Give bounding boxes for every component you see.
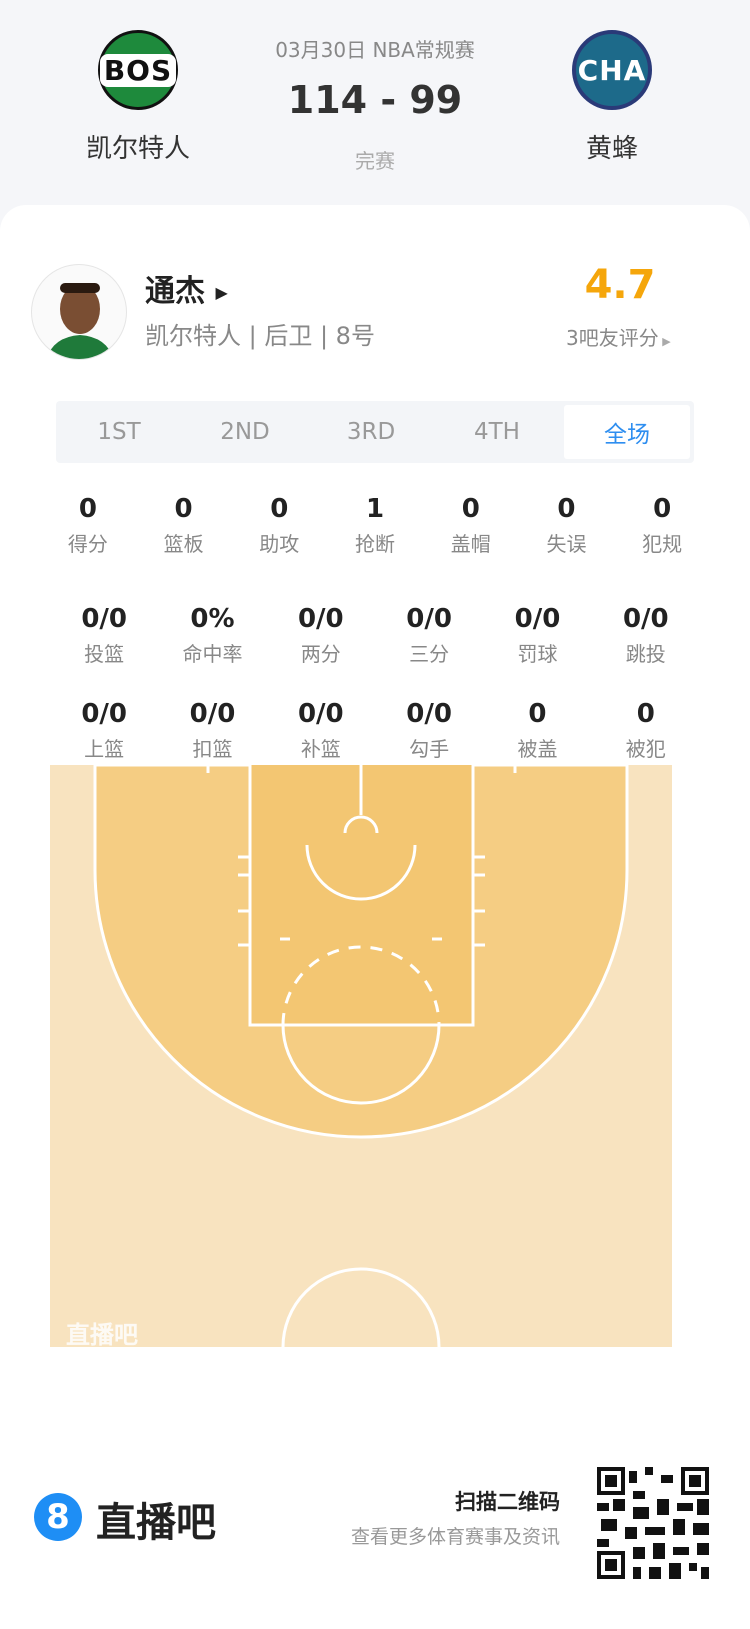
stat-value: 0/0	[406, 604, 452, 634]
caret-right-icon: ▶	[658, 335, 671, 348]
stat-steals: 1 抢断	[327, 494, 423, 557]
tab-3rd[interactable]: 3RD	[346, 419, 396, 445]
stat-rebounds: 0 篮板	[136, 494, 232, 557]
stat-value: 0/0	[189, 699, 236, 729]
stat-label: 抢断	[355, 532, 396, 556]
tab-2nd[interactable]: 2ND	[220, 419, 270, 445]
stat-value: 0/0	[81, 604, 127, 634]
stat-fouls: 0 犯规	[614, 494, 710, 557]
stat-value: 0/0	[514, 604, 561, 634]
stat-label: 命中率	[182, 642, 243, 666]
stat-ft: 0/0 罚球	[487, 604, 587, 667]
tab-full-game[interactable]: 全场	[564, 405, 690, 459]
stat-label: 被犯	[625, 737, 666, 761]
player-name: 通杰	[145, 274, 205, 309]
shot-chart-court	[50, 765, 672, 1347]
scan-qr-label: 扫描二维码	[455, 1490, 560, 1514]
stat-label: 扣篮	[192, 737, 233, 761]
stat-value: 0	[174, 494, 193, 524]
footer-subtitle: 查看更多体育赛事及资讯	[350, 1526, 560, 1548]
stat-blocks: 0 盖帽	[423, 494, 519, 557]
stat-label: 三分	[409, 642, 450, 666]
stat-value: 0/0	[297, 699, 344, 729]
stat-label: 失误	[546, 532, 587, 556]
stat-value: 0	[270, 494, 289, 524]
stat-label: 投篮	[84, 642, 125, 666]
stat-layup: 0/0 上篮	[54, 699, 154, 762]
rating-label: 3吧友评分	[566, 326, 659, 350]
caret-right-icon: ▶	[215, 283, 228, 302]
stat-value: 0	[636, 699, 655, 729]
stat-hook: 0/0 勾手	[379, 699, 479, 762]
stat-label: 犯规	[642, 532, 683, 556]
player-info: 凯尔特人 | 后卫 | 8号	[145, 322, 375, 350]
stat-value: 0/0	[622, 604, 669, 634]
brand-logo-icon: 8	[34, 1493, 82, 1541]
stat-label: 被盖	[517, 737, 558, 761]
stat-label: 助攻	[259, 532, 300, 556]
stat-label: 补篮	[300, 737, 341, 761]
match-score: 114 - 99	[287, 78, 463, 122]
player-avatar[interactable]	[31, 264, 127, 360]
stat-turnovers: 0 失误	[519, 494, 615, 557]
stat-label: 罚球	[517, 642, 558, 666]
tab-1st[interactable]: 1ST	[97, 419, 141, 445]
stats-row-basic: 0 得分 0 篮板 0 助攻 1 抢断 0 盖帽 0 失误 0 犯规	[40, 494, 710, 557]
stat-label: 跳投	[625, 642, 666, 666]
stat-value: 0	[528, 699, 547, 729]
stat-label: 篮板	[163, 532, 204, 556]
away-team[interactable]: CHA 黄蜂	[522, 30, 702, 165]
qr-code-icon[interactable]	[597, 1467, 709, 1579]
stat-label: 两分	[300, 642, 341, 666]
stat-fouled: 0 被犯	[596, 699, 696, 762]
stat-value: 0/0	[81, 699, 127, 729]
player-photo-icon	[46, 283, 114, 359]
stat-value: 0	[653, 494, 672, 524]
stat-value: 0	[461, 494, 480, 524]
court-watermark: 直播吧	[66, 1321, 138, 1349]
stat-value: 0	[557, 494, 576, 524]
stat-3pt: 0/0 三分	[379, 604, 479, 667]
stat-value: 1	[365, 494, 385, 524]
stat-fg-pct: 0% 命中率	[162, 604, 262, 667]
stat-label: 勾手	[409, 737, 450, 761]
away-team-logo: CHA	[572, 30, 652, 110]
stat-points: 0 得分	[40, 494, 136, 557]
brand-name: 直播吧	[96, 1500, 216, 1546]
player-name-link[interactable]: 通杰 ▶	[145, 266, 228, 310]
stat-label: 盖帽	[450, 532, 491, 556]
stat-fg: 0/0 投篮	[54, 604, 154, 667]
stats-row-shooting: 0/0 投篮 0% 命中率 0/0 两分 0/0 三分 0/0 罚球 0/0 跳投	[50, 604, 700, 667]
stat-label: 上篮	[84, 737, 125, 761]
stat-value: 0/0	[406, 699, 452, 729]
stat-assists: 0 助攻	[231, 494, 327, 557]
stats-row-shot-types: 0/0 上篮 0/0 扣篮 0/0 补篮 0/0 勾手 0 被盖 0 被犯	[50, 699, 700, 762]
stat-jumpshot: 0/0 跳投	[596, 604, 696, 667]
stat-2pt: 0/0 两分	[271, 604, 371, 667]
away-team-name: 黄蜂	[585, 134, 638, 164]
stat-label: 得分	[67, 532, 108, 556]
rating-link[interactable]: 3吧友评分 ▶	[566, 322, 671, 351]
stat-tipin: 0/0 补篮	[271, 699, 371, 762]
match-status: 完赛	[355, 149, 395, 173]
home-team-logo: BOS	[98, 30, 178, 110]
stat-value: 0%	[190, 604, 235, 634]
match-date-league: 03月30日 NBA常规赛	[275, 38, 475, 62]
home-team-name: 凯尔特人	[85, 134, 190, 164]
home-team[interactable]: BOS 凯尔特人	[48, 30, 228, 165]
player-rating: 4.7	[584, 262, 656, 308]
tab-4th[interactable]: 4TH	[474, 419, 520, 445]
stat-value: 0	[78, 494, 97, 524]
period-tabs: 1ST 2ND 3RD 4TH 全场	[56, 401, 694, 463]
stat-value: 0/0	[297, 604, 344, 634]
stat-dunk: 0/0 扣篮	[162, 699, 262, 762]
stat-blocked: 0 被盖	[487, 699, 587, 762]
